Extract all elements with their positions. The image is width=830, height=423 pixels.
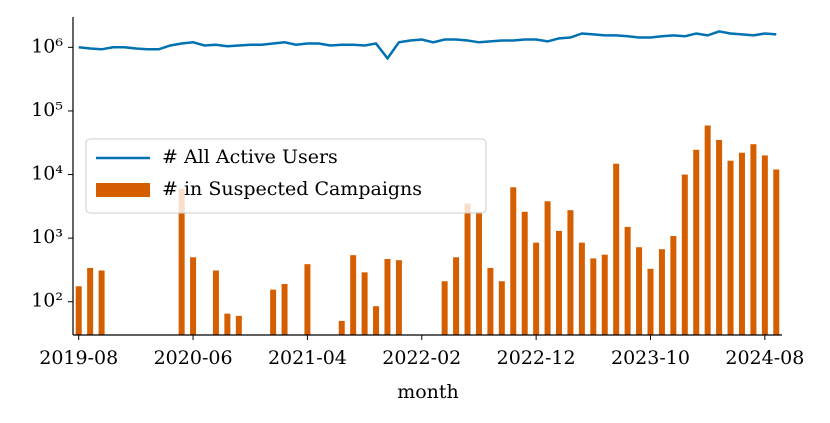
x-tick-label: 2020-06 [154,347,233,369]
x-tick-label: 2022-12 [497,347,576,369]
bar [178,188,185,335]
y-tick-label: 10³ [31,226,63,248]
y-tick-label: 10⁶ [31,35,63,57]
bar [190,257,197,335]
bar [453,257,460,335]
bar [556,230,563,335]
bar [304,264,311,335]
bar [441,281,448,335]
bar [773,169,780,335]
bar [475,211,482,335]
bar [761,155,768,335]
line [78,30,777,61]
bar [636,247,643,335]
bar [384,258,391,335]
legend: # All Active Users # in Suspected Campaig… [85,138,487,214]
x-tick-label: 2024-08 [725,347,804,369]
bar [601,254,608,335]
bar [738,152,745,335]
bar [704,125,711,335]
bar [727,160,734,335]
bar [521,211,528,335]
bar [533,242,540,335]
legend-box [85,138,487,214]
y-tick-label: 10⁵ [31,99,63,121]
bar [361,272,368,335]
x-axis-label: month [397,381,459,403]
bar [647,268,654,335]
bar [693,149,700,335]
y-tick-label: 10⁴ [31,163,63,185]
bar [681,174,688,335]
bar [338,320,345,335]
bar [578,242,585,335]
bar [544,201,551,335]
bar [373,306,380,335]
bar [224,313,231,335]
y-tick-label: 10² [31,290,63,312]
x-tick-label: 2022-02 [382,347,461,369]
bar [567,210,574,335]
bar [487,267,494,335]
legend-label: # in Suspected Campaigns [162,178,422,200]
bar [395,260,402,335]
bar [716,139,723,335]
bar [464,203,471,335]
legend-label: # All Active Users [162,146,338,168]
bar [281,284,288,335]
bar [624,226,631,335]
bar [670,236,677,335]
bar [350,255,357,335]
bar [235,315,242,335]
bar [87,267,94,335]
bar [750,144,757,335]
x-tick-label: 2023-10 [611,347,690,369]
x-tick-label: 2021-04 [268,347,347,369]
bar [212,270,219,335]
bar [658,249,665,335]
x-tick-label: 2019-08 [39,347,118,369]
legend-patch [96,183,150,197]
bar [510,187,517,335]
bar [613,163,620,335]
bar [498,281,505,335]
bar [590,258,597,335]
bar [75,286,82,335]
bar [270,289,277,335]
bar [98,270,105,335]
